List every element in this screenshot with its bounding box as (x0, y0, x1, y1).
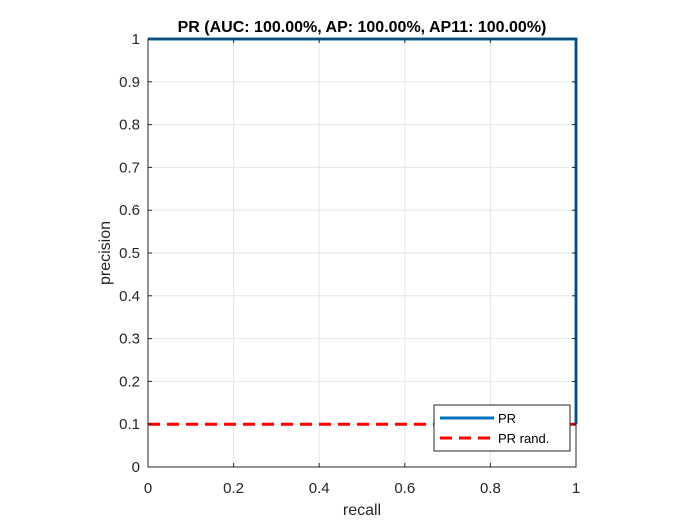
y-axis-ticks: 0 0.1 0.2 0.3 0.4 0.5 0.6 0.7 0.8 0.9 1 (119, 31, 576, 476)
y-tick-label-9: 0.9 (119, 74, 140, 91)
y-tick-label-5: 0.5 (119, 245, 140, 262)
y-tick-label-0: 0 (132, 459, 140, 476)
y-axis-label: precision (97, 221, 114, 285)
y-tick-label-6: 0.6 (119, 202, 140, 219)
x-tick-label-0: 0 (144, 480, 152, 497)
y-tick-label-8: 0.8 (119, 117, 140, 134)
x-tick-label-1: 0.2 (223, 480, 244, 497)
x-tick-label-4: 0.8 (480, 480, 501, 497)
x-axis-label: recall (343, 502, 381, 519)
y-tick-label-4: 0.4 (119, 288, 140, 305)
x-axis-ticks: 0 0.2 0.4 0.6 0.8 1 (144, 39, 580, 497)
grid (147, 38, 577, 468)
legend-label-1: PR rand. (498, 431, 549, 446)
x-tick-label-3: 0.6 (394, 480, 415, 497)
legend-label-0: PR (498, 411, 516, 426)
x-tick-label-2: 0.4 (309, 480, 330, 497)
legend-box (433, 404, 571, 452)
y-tick-label-3: 0.3 (119, 331, 140, 348)
chart-title: PR (AUC: 100.00%, AP: 100.00%, AP11: 100… (178, 19, 547, 36)
y-tick-label-7: 0.7 (119, 159, 140, 176)
y-tick-label-1: 0.1 (119, 416, 140, 433)
legend: PR PR rand. (433, 404, 571, 452)
x-tick-label-5: 1 (572, 480, 580, 497)
y-tick-label-10: 1 (132, 31, 140, 48)
y-tick-label-2: 0.2 (119, 373, 140, 390)
